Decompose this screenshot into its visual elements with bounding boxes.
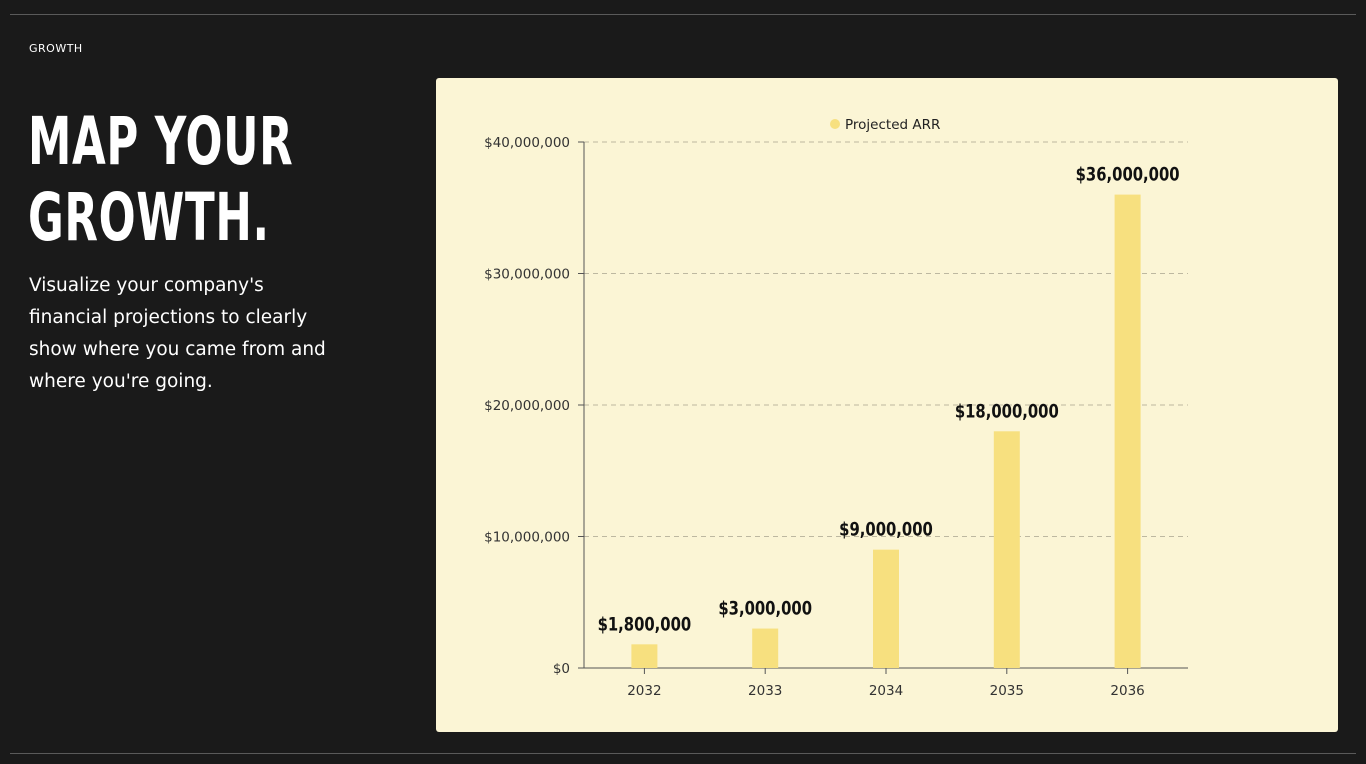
top-divider [10,14,1356,15]
bar-chart: Projected ARR $0 $10,000,000 $20,000,000 $3… [484,117,1188,699]
bar-2036 [1114,194,1141,668]
page-title-line-2: GROWTH. [28,179,270,256]
data-label-2036: $36,000,000 [1076,164,1180,186]
x-tick-label: 2033 [748,683,782,699]
chart-bars [631,194,1141,668]
x-tick-label: 2032 [627,683,661,699]
bar-2033 [752,628,779,668]
legend-label: Projected ARR [845,117,940,133]
y-tick-label: $20,000,000 [484,398,570,414]
bar-2035 [993,431,1020,668]
bottom-divider [10,753,1356,754]
y-tick-label: $30,000,000 [484,267,570,283]
y-tick-label: $40,000,000 [484,135,570,151]
chart-labels: $1,800,000 $3,000,000 $9,000,000 $18,000,00… [598,164,1180,636]
bar-2032 [631,644,658,668]
legend-swatch [830,119,840,129]
x-tick-label: 2034 [869,683,903,699]
section-eyebrow: GROWTH [29,42,83,55]
chart-axes: $0 $10,000,000 $20,000,000 $30,000,000 $40,0… [484,135,1188,699]
description-text: Visualize your company's financial proje… [29,275,326,392]
y-tick-label: $10,000,000 [484,530,570,546]
chart-legend: Projected ARR [830,117,940,133]
page-title-line-1: MAP YOUR [28,103,294,180]
x-tick-label: 2035 [990,683,1024,699]
data-label-2035: $18,000,000 [955,401,1059,423]
chart-card: Projected ARR $0 $10,000,000 $20,000,000 $3… [436,78,1338,732]
data-label-2033: $3,000,000 [718,598,812,620]
bar-2034 [873,549,899,668]
y-tick-label: $0 [553,661,570,677]
x-tick-label: 2036 [1110,683,1144,699]
chart-gridlines [584,141,1188,537]
page-title: MAP YOUR GROWTH. [28,103,294,256]
data-label-2032: $1,800,000 [598,614,692,636]
data-label-2034: $9,000,000 [839,519,933,541]
